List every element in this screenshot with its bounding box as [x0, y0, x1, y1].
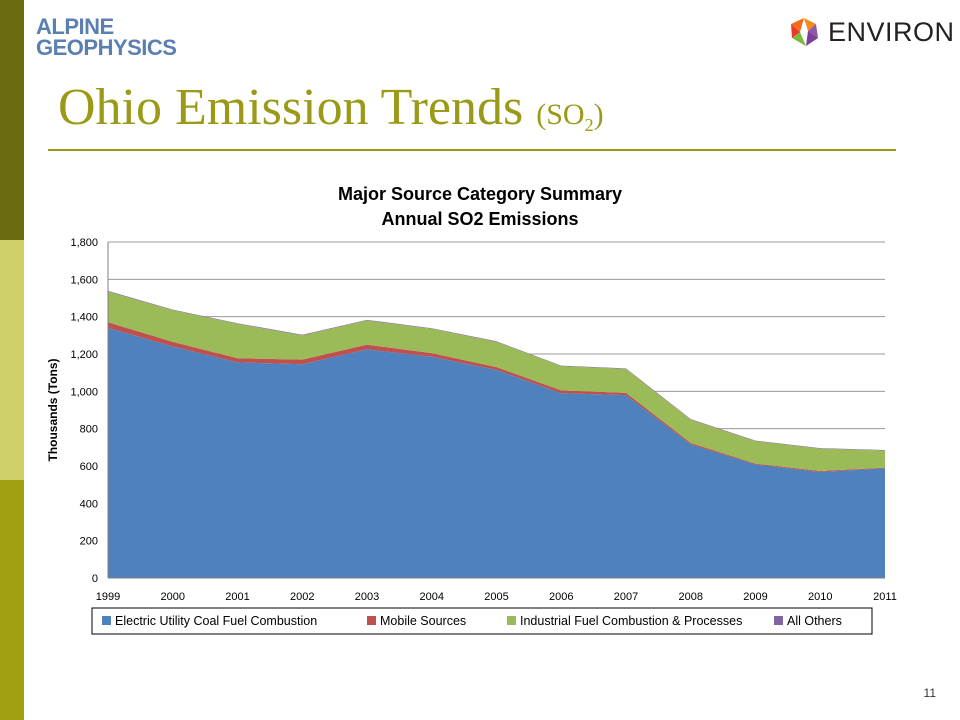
side-band-bottom — [0, 480, 24, 720]
so2-emissions-chart: Major Source Category Summary Annual SO2 … — [46, 184, 897, 635]
x-tick-label-2004: 2004 — [420, 591, 444, 603]
x-tick-label-2009: 2009 — [743, 591, 767, 603]
title-divider — [48, 149, 896, 151]
x-tick-label-2005: 2005 — [484, 591, 508, 603]
slide-title-so2: (SO2) — [536, 98, 604, 135]
slide-title: Ohio Emission Trends (SO2) — [58, 78, 604, 137]
x-tick-label-2007: 2007 — [614, 591, 638, 603]
legend-label-1: Electric Utility Coal Fuel Combustion — [115, 614, 317, 628]
y-tick-label-600: 600 — [80, 461, 98, 473]
area-series-2 — [108, 322, 885, 472]
x-tick-label-2001: 2001 — [225, 591, 249, 603]
x-tick-label-2003: 2003 — [355, 591, 379, 603]
x-tick-label-2000: 2000 — [161, 591, 185, 603]
area-series-1 — [108, 327, 885, 578]
legend-swatch-3 — [507, 616, 516, 625]
slide-title-paren-close: ) — [593, 98, 604, 131]
environ-logo-text: ENVIRON — [828, 16, 955, 47]
y-tick-label-1,600: 1,600 — [70, 274, 98, 286]
legend-swatch-4 — [774, 616, 783, 625]
y-tick-label-1,400: 1,400 — [70, 312, 98, 324]
x-tick-label-2002: 2002 — [290, 591, 314, 603]
x-tick-label-2008: 2008 — [679, 591, 703, 603]
alpine-logo-line2: GEOPHYSICS — [36, 35, 177, 60]
y-tick-label-200: 200 — [80, 536, 98, 548]
legend-label-4: All Others — [787, 614, 842, 628]
y-tick-label-1,800: 1,800 — [70, 237, 98, 249]
chart-title-line-1: Major Source Category Summary — [338, 184, 622, 204]
y-axis-label: Thousands (Tons) — [46, 358, 60, 461]
page-number: 11 — [923, 686, 936, 700]
y-tick-label-1,000: 1,000 — [70, 386, 98, 398]
alpine-geophysics-logo: ALPINE GEOPHYSICS — [36, 14, 177, 60]
alpine-logo-line1: ALPINE — [36, 14, 114, 39]
legend-swatch-2 — [367, 616, 376, 625]
environ-mark-icon — [791, 18, 818, 46]
y-tick-label-400: 400 — [80, 498, 98, 510]
x-tick-label-2010: 2010 — [808, 591, 832, 603]
legend-label-2: Mobile Sources — [380, 614, 466, 628]
legend-box — [91, 607, 873, 635]
legend-swatch-1 — [102, 616, 111, 625]
y-tick-label-0: 0 — [92, 573, 98, 585]
legend-label-3: Industrial Fuel Combustion & Processes — [520, 614, 742, 628]
chart-title-line-2: Annual SO2 Emissions — [381, 209, 578, 229]
x-tick-label-2006: 2006 — [549, 591, 573, 603]
side-band-middle — [0, 240, 24, 480]
slide-title-subscript: 2 — [584, 115, 594, 135]
area-series-3 — [108, 291, 885, 472]
y-tick-label-1,200: 1,200 — [70, 349, 98, 361]
x-tick-label-2011: 2011 — [873, 591, 897, 603]
y-tick-label-800: 800 — [80, 424, 98, 436]
environ-logo: ENVIRON — [786, 12, 955, 52]
slide-title-main: Ohio Emission Trends — [58, 79, 537, 136]
slide-title-paren-open: (SO — [536, 98, 585, 131]
side-band-top — [0, 0, 24, 240]
x-tick-label-1999: 1999 — [96, 591, 120, 603]
